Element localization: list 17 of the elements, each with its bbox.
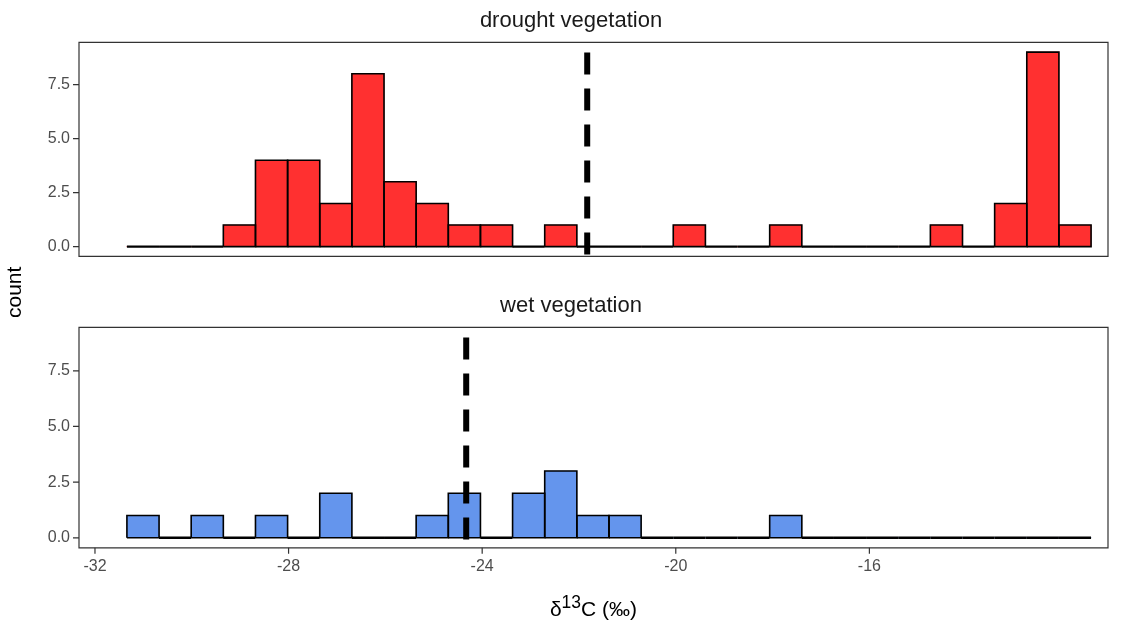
y-tick-label: 0.0 [47, 528, 71, 546]
y-tick-label: 5.0 [47, 129, 71, 146]
y-tick-label: 5.0 [47, 416, 71, 434]
chart-title: drought vegetation [479, 7, 663, 33]
x-tick-label: -32 [83, 556, 107, 574]
chart-title: wet vegetation [499, 292, 642, 318]
x-tick-label: -16 [857, 556, 882, 574]
y-tick-label: 2.5 [47, 183, 71, 201]
x-tick-label: -28 [277, 556, 301, 574]
x-tick-label: -24 [470, 556, 494, 574]
y-tick-label: 7.5 [47, 361, 71, 379]
y-axis-title: count [2, 266, 26, 318]
y-tick-label: 7.5 [47, 74, 71, 92]
x-tick-label: -20 [664, 556, 688, 574]
x-axis-title: δ$^{13}$C (‰) [548, 592, 639, 621]
y-tick-label: 2.5 [47, 472, 71, 490]
y-tick-label: 0.0 [47, 237, 71, 255]
